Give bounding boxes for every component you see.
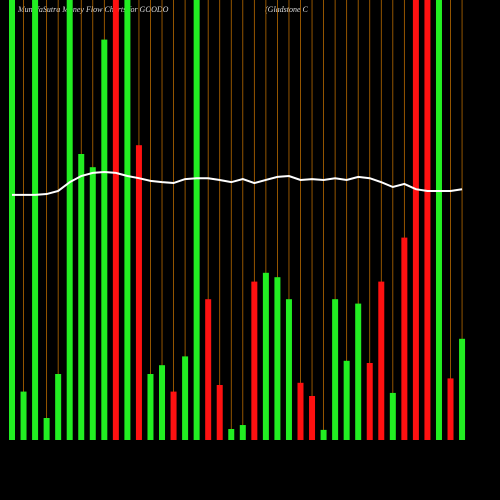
bar [435,0,442,440]
bar [262,272,269,440]
bar [20,391,27,440]
bar [193,0,200,440]
bar [78,154,85,440]
bar [332,299,339,440]
bar [124,0,131,440]
bar [112,0,119,440]
bar [182,356,189,440]
bar [355,303,362,440]
bar [285,299,292,440]
bar [378,281,385,440]
bar [343,360,350,440]
bar [32,0,39,440]
bar [101,39,108,440]
bar [251,281,258,440]
bar [447,378,454,440]
bar [309,396,316,440]
bar [135,145,142,440]
bar [424,0,431,440]
bar [412,0,419,440]
bar [320,429,327,440]
bar [66,0,73,440]
bar [205,299,212,440]
bar [43,418,50,440]
bar [389,392,396,440]
bar [9,0,15,440]
bar [147,374,154,440]
bar [228,429,235,440]
bar [55,374,62,440]
chart-subtitle: (Gladstone C [265,5,309,14]
bar [401,237,408,440]
bar [366,363,373,440]
bar [159,365,166,440]
bar [170,391,177,440]
bar [239,425,246,440]
bar [297,382,304,440]
bar [216,385,223,440]
bar [459,338,466,440]
mfi-line [12,171,463,196]
bar [274,277,281,440]
bar [89,167,96,440]
